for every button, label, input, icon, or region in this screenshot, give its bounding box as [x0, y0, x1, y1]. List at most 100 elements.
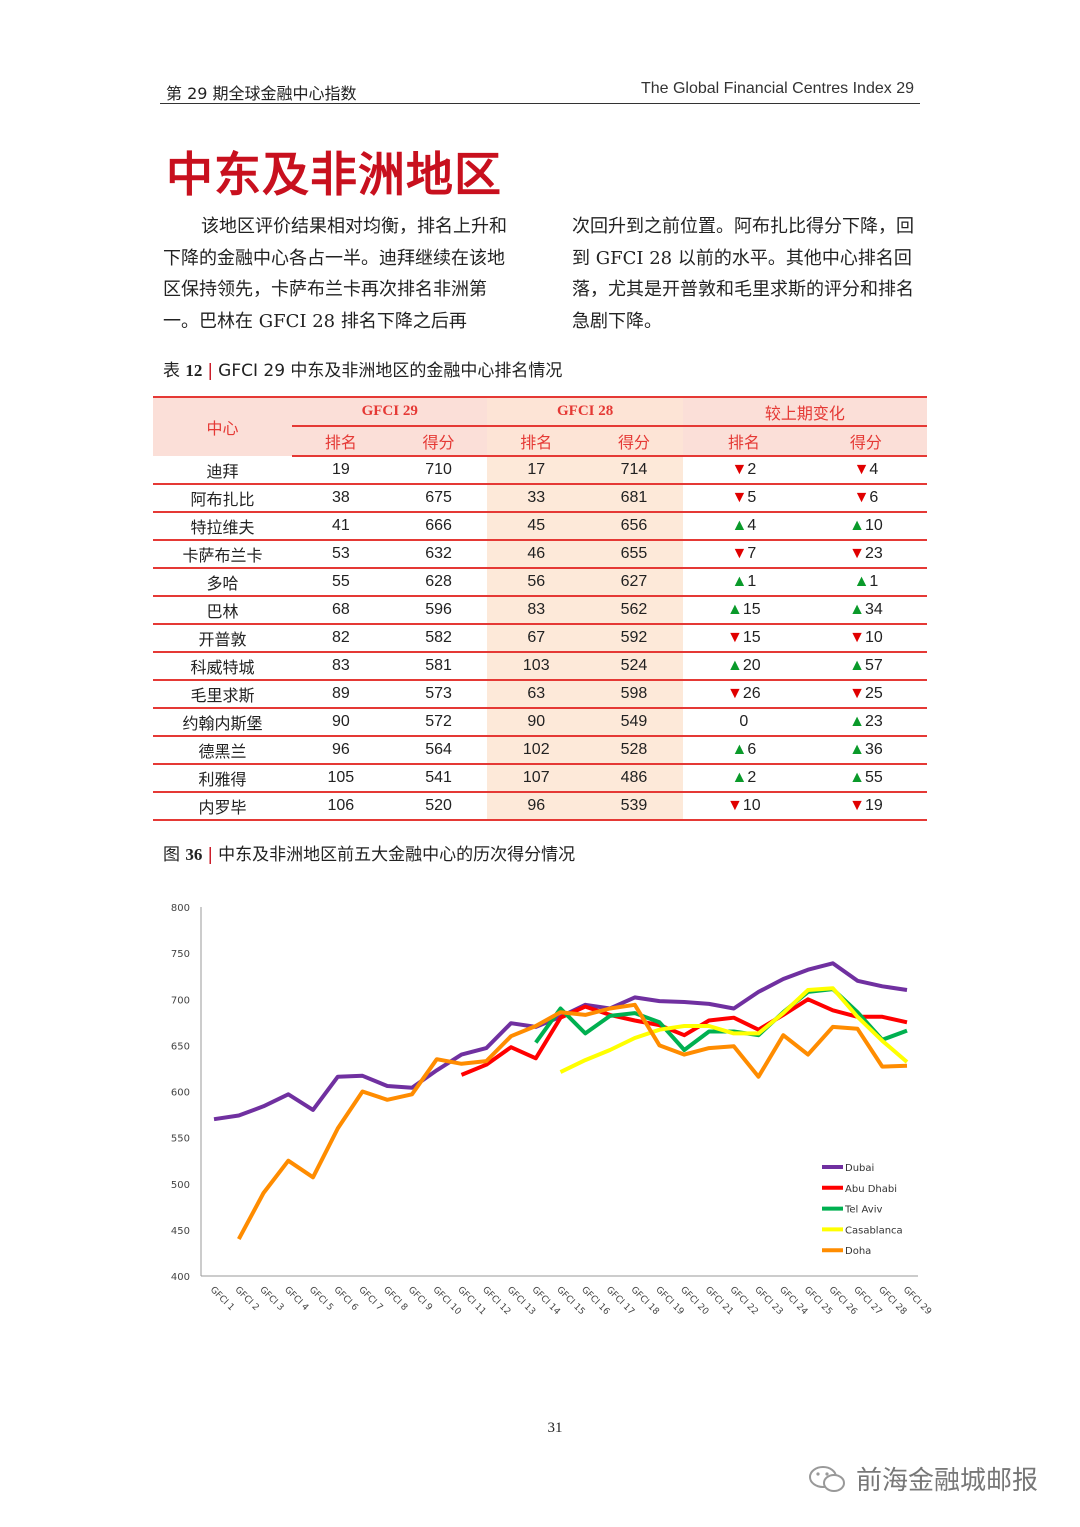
- header-gfci28: GFCI 28: [487, 396, 683, 427]
- change-value: ▲2: [731, 769, 757, 786]
- y-tick-label: 450: [171, 1226, 190, 1237]
- change-value: ▲36: [849, 741, 883, 758]
- header-gfci29: GFCI 29: [292, 396, 488, 427]
- gfci29-score: 710: [389, 456, 488, 485]
- legend-label: Abu Dhabi: [845, 1184, 897, 1195]
- gfci29-rank: 19: [292, 456, 390, 485]
- header-rank: 排名: [487, 426, 586, 457]
- score-change: ▲57: [804, 652, 927, 681]
- change-value: ▲55: [849, 769, 883, 786]
- header-score: 得分: [804, 426, 927, 457]
- series-line-casablanca: [559, 986, 909, 1074]
- rank-change: ▲6: [682, 736, 805, 765]
- gfci28-score: 562: [585, 596, 683, 625]
- running-header-right: The Global Financial Centres Index 29: [640, 80, 914, 97]
- gfci28-rank: 63: [487, 680, 586, 709]
- gfci28-rank: 96: [487, 792, 586, 821]
- caption-prefix: 图: [163, 845, 180, 865]
- change-value: ▼4: [853, 461, 879, 478]
- center-name: 卡萨布兰卡: [153, 540, 292, 569]
- header-change: 较上期变化: [682, 396, 927, 427]
- score-change: ▼23: [804, 540, 927, 569]
- y-tick-label: 700: [171, 995, 190, 1006]
- rank-change: ▼10: [682, 792, 805, 821]
- gfci29-score: 582: [389, 624, 488, 653]
- gfci29-score: 564: [389, 736, 488, 765]
- gfci28-score: 598: [585, 680, 683, 709]
- center-name: 阿布扎比: [153, 484, 292, 513]
- gfci29-score: 520: [389, 792, 488, 821]
- header-score: 得分: [389, 426, 488, 457]
- gfci28-score: 656: [585, 512, 683, 541]
- score-change: ▲23: [804, 708, 927, 737]
- table-row: 多哈 55 628 56 627 ▲1 ▲1: [153, 568, 927, 597]
- gfci29-rank: 55: [292, 568, 390, 597]
- paragraph-column-1: 该地区评价结果相对均衡，排名上升和下降的金融中心各占一半。迪拜继续在该地区保持领…: [163, 216, 507, 332]
- table-row: 利雅得 105 541 107 486 ▲2 ▲55: [153, 764, 927, 793]
- change-value: ▲10: [849, 517, 883, 534]
- table-caption: 表 12 | GFCI 29 中东及非洲地区的金融中心排名情况: [163, 361, 563, 381]
- header-score: 得分: [585, 426, 683, 457]
- score-change: ▼25: [804, 680, 927, 709]
- gfci28-rank: 45: [487, 512, 586, 541]
- change-value: ▼10: [727, 797, 761, 814]
- gfci29-rank: 105: [292, 764, 390, 793]
- y-tick-label: 400: [171, 1272, 190, 1283]
- gfci28-rank: 17: [487, 456, 586, 485]
- gfci28-score: 486: [585, 764, 683, 793]
- center-name: 内罗毕: [153, 792, 292, 821]
- gfci29-rank: 41: [292, 512, 390, 541]
- rank-change: ▲1: [682, 568, 805, 597]
- y-tick-label: 550: [171, 1134, 190, 1145]
- center-name: 德黑兰: [153, 736, 292, 765]
- change-value: ▼25: [849, 685, 883, 702]
- rank-change: 0: [682, 708, 805, 737]
- x-tick-label: GFCI 3: [257, 1285, 285, 1313]
- gfci28-score: 549: [585, 708, 683, 737]
- legend-label: Tel Aviv: [844, 1205, 882, 1216]
- table-row: 毛里求斯 89 573 63 598 ▼26 ▼25: [153, 680, 927, 709]
- figure-caption: 图 36 | 中东及非洲地区前五大金融中心的历次得分情况: [163, 845, 576, 865]
- running-header-left: 第 29 期全球金融中心指数: [166, 84, 357, 103]
- gfci29-score: 573: [389, 680, 488, 709]
- caption-text: 中东及非洲地区前五大金融中心的历次得分情况: [218, 845, 576, 865]
- gfci29-score: 666: [389, 512, 488, 541]
- center-name: 巴林: [153, 596, 292, 625]
- gfci29-rank: 82: [292, 624, 390, 653]
- x-tick-label: GFCI 8: [381, 1285, 409, 1313]
- x-tick-label: GFCI 2: [233, 1285, 261, 1313]
- score-change: ▲36: [804, 736, 927, 765]
- gfci28-rank: 46: [487, 540, 586, 569]
- table-row: 巴林 68 596 83 562 ▲15 ▲34: [153, 596, 927, 625]
- change-value: ▼10: [849, 629, 883, 646]
- change-value: ▼2: [731, 461, 757, 478]
- gfci28-rank: 67: [487, 624, 586, 653]
- x-tick-label: GFCI 5: [307, 1285, 335, 1313]
- gfci29-score: 632: [389, 540, 488, 569]
- gfci28-rank: 103: [487, 652, 586, 681]
- gfci29-rank: 90: [292, 708, 390, 737]
- score-change: ▲1: [804, 568, 927, 597]
- y-tick-label: 500: [171, 1180, 190, 1191]
- table-body: 迪拜 19 710 17 714 ▼2 ▼4 阿布扎比 38 675 33 681 ▼5 ▼6 特拉维夫 41…: [153, 456, 927, 821]
- header-center: 中心: [153, 396, 292, 456]
- rank-change: ▼5: [682, 484, 805, 513]
- header-rank: 排名: [292, 426, 390, 457]
- score-change: ▼10: [804, 624, 927, 653]
- score-change: ▼4: [804, 456, 927, 485]
- center-name: 迪拜: [153, 456, 292, 485]
- series-line-doha: [237, 1002, 908, 1241]
- gfci28-rank: 56: [487, 568, 586, 597]
- series-line-dubai: [213, 961, 908, 1122]
- center-name: 毛里求斯: [153, 680, 292, 709]
- score-change: ▲34: [804, 596, 927, 625]
- change-value: ▲34: [849, 601, 883, 618]
- change-value: ▼5: [731, 489, 757, 506]
- change-value: ▲6: [731, 741, 757, 758]
- gfci28-score: 627: [585, 568, 683, 597]
- paragraph-column-2: 次回升到之前位置。阿布扎比得分下降，回到 GFCI 28 以前的水平。其他中心排…: [572, 216, 914, 332]
- header-rank: 排名: [682, 426, 805, 457]
- ranking-table: 中心 GFCI 29 GFCI 28 较上期变化 排名 得分 排名 得分 排名 …: [153, 396, 927, 821]
- rank-change: ▼26: [682, 680, 805, 709]
